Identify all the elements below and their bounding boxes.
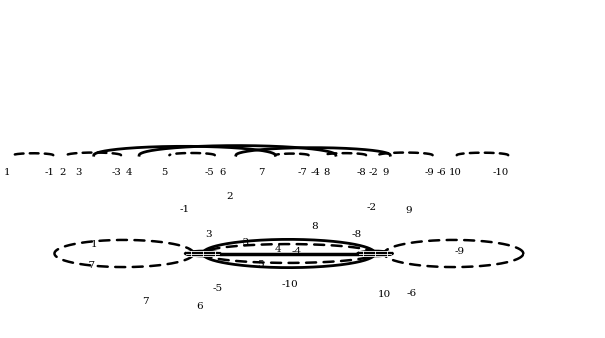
Text: -10: -10 (493, 168, 509, 177)
Text: -9: -9 (425, 168, 434, 177)
Text: 7: 7 (142, 297, 148, 306)
Text: 9: 9 (383, 168, 389, 177)
Text: -5: -5 (213, 285, 223, 293)
Text: -3: -3 (240, 238, 250, 247)
Text: -1: -1 (180, 205, 189, 214)
Text: 4: 4 (275, 245, 281, 254)
Ellipse shape (185, 250, 221, 257)
Ellipse shape (357, 250, 393, 257)
Text: 10: 10 (448, 168, 462, 177)
Text: 4: 4 (126, 168, 132, 177)
Text: 10: 10 (378, 290, 391, 299)
Text: 7: 7 (258, 168, 264, 177)
Text: 3: 3 (206, 230, 212, 239)
Text: -7: -7 (298, 168, 307, 177)
Text: 3: 3 (76, 168, 82, 177)
Text: 6: 6 (197, 302, 203, 311)
Text: -9: -9 (455, 247, 465, 256)
Text: -6: -6 (407, 289, 416, 298)
Text: 8: 8 (312, 222, 318, 231)
Text: 1: 1 (91, 240, 97, 249)
Text: -4: -4 (292, 247, 301, 256)
Text: -8: -8 (352, 231, 362, 239)
Text: 8: 8 (324, 168, 330, 177)
Text: 5: 5 (257, 260, 263, 269)
Text: -4: -4 (311, 168, 321, 177)
Text: 1: 1 (4, 168, 10, 177)
Text: -1: -1 (45, 168, 54, 177)
Text: -8: -8 (356, 168, 366, 177)
Text: 5: 5 (162, 168, 168, 177)
Text: -2: -2 (368, 168, 378, 177)
Text: 6: 6 (220, 168, 226, 177)
Text: 2: 2 (227, 192, 233, 200)
Text: 9: 9 (405, 206, 411, 215)
Text: -10: -10 (282, 280, 299, 289)
Text: -2: -2 (367, 203, 377, 212)
Text: 2: 2 (60, 168, 66, 177)
Text: -7: -7 (86, 261, 96, 270)
Text: -3: -3 (111, 168, 121, 177)
Text: -6: -6 (437, 168, 446, 177)
Text: -5: -5 (204, 168, 214, 177)
